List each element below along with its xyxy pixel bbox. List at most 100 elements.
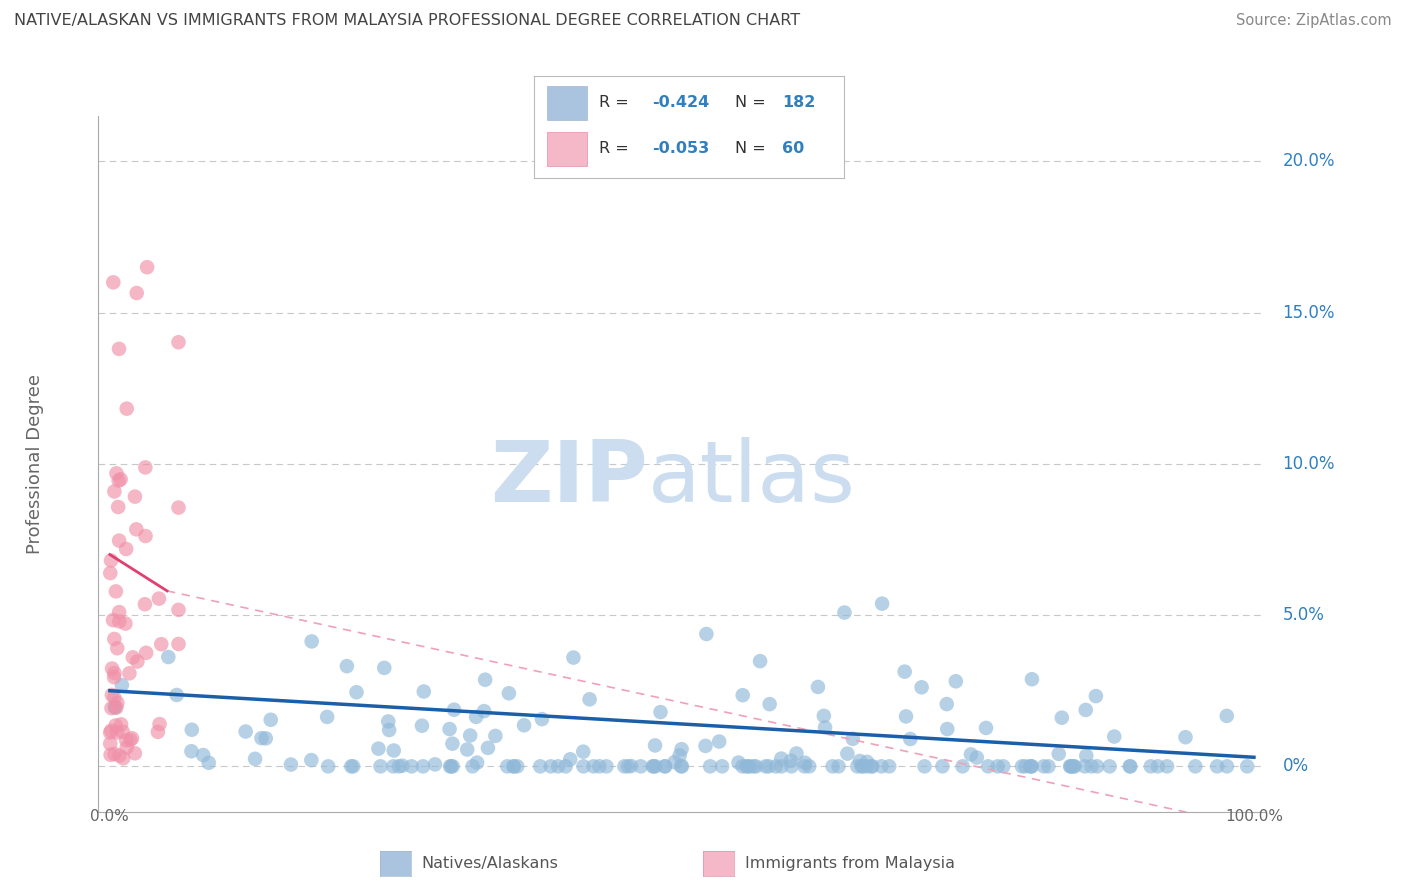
Point — [104, 699, 127, 714]
Point — [699, 759, 721, 773]
Point — [423, 757, 446, 772]
Point — [780, 754, 803, 768]
Point — [731, 759, 754, 773]
Point — [1084, 689, 1107, 703]
Point — [250, 731, 273, 746]
Point — [966, 750, 988, 764]
Point — [121, 731, 143, 746]
Point — [643, 759, 665, 773]
Point — [167, 500, 190, 515]
Point — [136, 260, 159, 275]
Point — [180, 723, 202, 737]
Point — [952, 759, 974, 773]
Point — [101, 661, 124, 675]
Point — [472, 704, 495, 718]
Point — [110, 472, 132, 486]
Point — [582, 759, 605, 773]
Point — [101, 613, 124, 627]
Text: 182: 182 — [782, 95, 815, 110]
Point — [588, 759, 610, 773]
Point — [1059, 759, 1081, 773]
Text: 20.0%: 20.0% — [1282, 153, 1336, 170]
Text: Professional Degree: Professional Degree — [27, 374, 45, 554]
Point — [1047, 747, 1070, 761]
Point — [530, 712, 553, 726]
Point — [166, 688, 188, 702]
Point — [664, 755, 686, 769]
Point — [671, 742, 693, 756]
Point — [100, 701, 122, 715]
Point — [108, 748, 131, 763]
Point — [411, 719, 433, 733]
Point — [105, 467, 128, 481]
Point — [124, 746, 146, 760]
Point — [167, 603, 190, 617]
Point — [496, 759, 519, 773]
Point — [412, 684, 434, 698]
Point — [1076, 748, 1098, 763]
Point — [441, 759, 464, 773]
Point — [474, 673, 496, 687]
Text: 5.0%: 5.0% — [1282, 606, 1324, 624]
Point — [1236, 759, 1258, 773]
Point — [373, 661, 395, 675]
Point — [669, 759, 692, 773]
Point — [148, 591, 170, 606]
Point — [695, 627, 717, 641]
Point — [458, 729, 481, 743]
Point — [650, 705, 672, 719]
Point — [336, 659, 359, 673]
Point — [870, 759, 893, 773]
Point — [157, 650, 180, 665]
Point — [107, 500, 129, 514]
Point — [108, 533, 131, 548]
Text: NATIVE/ALASKAN VS IMMIGRANTS FROM MALAYSIA PROFESSIONAL DEGREE CORRELATION CHART: NATIVE/ALASKAN VS IMMIGRANTS FROM MALAYS… — [14, 13, 800, 29]
Point — [114, 616, 136, 631]
Text: 0%: 0% — [1282, 757, 1309, 775]
Text: atlas: atlas — [648, 437, 856, 520]
Point — [342, 759, 364, 773]
Point — [461, 759, 484, 773]
Text: R =: R = — [599, 95, 634, 110]
Point — [977, 759, 1000, 773]
Point — [1014, 759, 1036, 773]
Text: N =: N = — [735, 141, 772, 156]
Point — [770, 759, 793, 773]
Point — [1073, 759, 1095, 773]
Point — [103, 276, 125, 290]
Point — [108, 605, 131, 619]
Point — [960, 747, 983, 762]
Point — [547, 759, 569, 773]
Text: -0.053: -0.053 — [652, 141, 709, 156]
Point — [465, 710, 488, 724]
Point — [1174, 730, 1197, 744]
Point — [441, 737, 464, 751]
Point — [382, 759, 405, 773]
Point — [529, 759, 551, 773]
Point — [498, 686, 520, 700]
Point — [572, 745, 595, 759]
Point — [439, 722, 461, 736]
Point — [377, 714, 399, 729]
Point — [134, 597, 156, 611]
Point — [849, 754, 872, 768]
Point — [671, 759, 693, 773]
Point — [391, 758, 413, 772]
Point — [370, 759, 392, 773]
Point — [1080, 759, 1102, 773]
Point — [814, 721, 837, 735]
Point — [513, 718, 536, 732]
Point — [197, 756, 219, 770]
Text: 100.0%: 100.0% — [1225, 809, 1282, 823]
Point — [644, 759, 666, 773]
Point — [108, 342, 131, 356]
Point — [456, 742, 478, 756]
Text: 10.0%: 10.0% — [1282, 455, 1336, 473]
Point — [1038, 759, 1060, 773]
Point — [235, 724, 257, 739]
Point — [150, 637, 173, 651]
Point — [412, 759, 434, 773]
Point — [1032, 759, 1054, 773]
Point — [749, 654, 772, 668]
Point — [613, 759, 636, 773]
